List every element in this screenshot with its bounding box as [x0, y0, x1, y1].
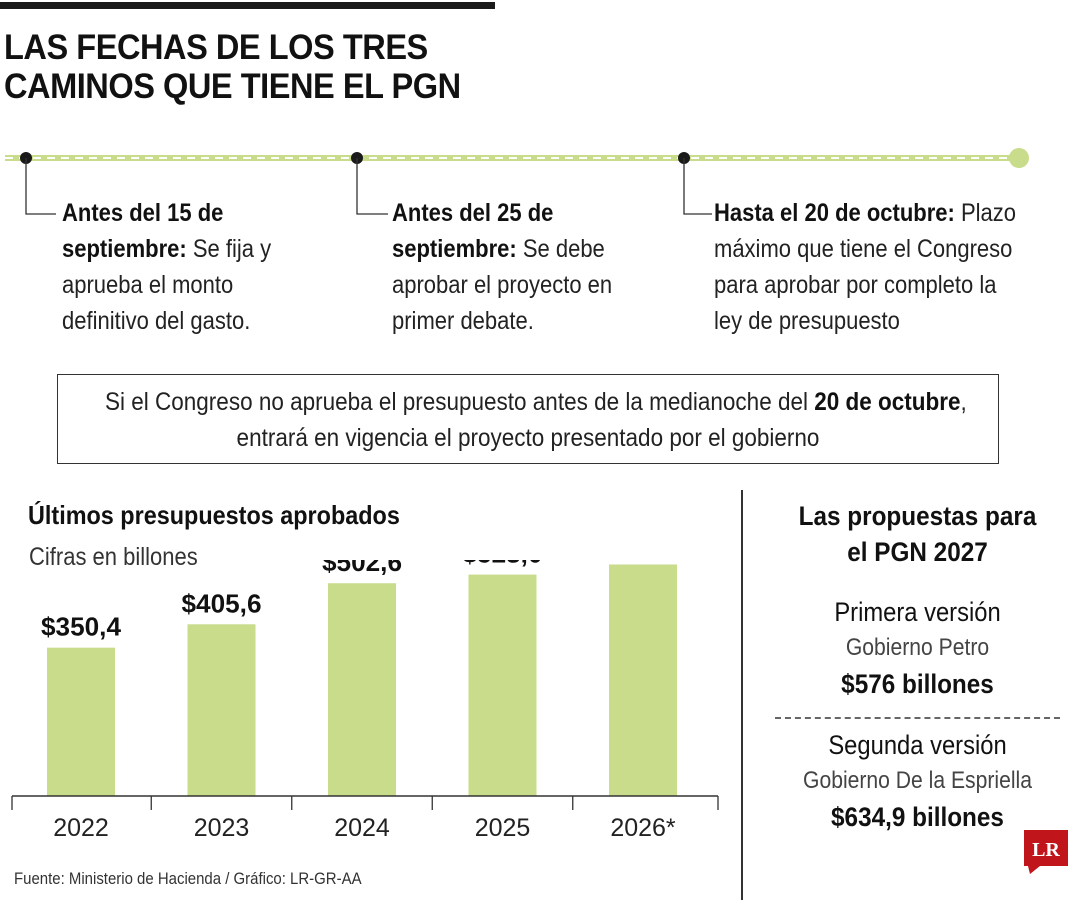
timeline-event-1: Antes del 15 de septiembre: Se fija y ap…: [62, 195, 286, 339]
bar-2022: [47, 647, 115, 796]
timeline-connector-3: [683, 158, 712, 215]
bar-2025: [468, 574, 537, 796]
timeline-event-2-date: Antes del 25 de septiembre:: [392, 199, 554, 263]
bar-2026*: [609, 564, 677, 796]
proposal-second-amount: $634,9 billones: [831, 802, 1004, 832]
source-note: Fuente: Ministerio de Hacienda / Gráfico…: [14, 869, 362, 888]
timeline-end-dot: [1009, 148, 1029, 168]
proposals-title-line-2: el PGN 2027: [847, 537, 988, 567]
bar-2023: [187, 624, 256, 796]
bar-value-label: $350,4: [41, 612, 122, 642]
x-axis-label: 2025: [475, 814, 531, 842]
timeline-event-2: Antes del 25 de septiembre: Se debe apro…: [392, 195, 621, 339]
note-line-2: entrará en vigencia el proyecto presenta…: [236, 424, 820, 452]
chart-subtitle: Cifras en billones: [29, 543, 198, 571]
timeline-connector-2: [356, 158, 388, 215]
proposal-first-amount: $576 billones: [841, 669, 994, 699]
note-box: Si el Congreso no aprueba el presupuesto…: [57, 374, 999, 464]
lr-logo-text: LR: [1032, 839, 1060, 861]
bar-value-label: $502,6: [322, 560, 402, 577]
chart-title: Últimos presupuestos aprobados: [28, 500, 400, 530]
headline: LAS FECHAS DE LOS TRES CAMINOS QUE TIENE…: [4, 28, 704, 106]
timeline: [5, 148, 1029, 215]
top-rule: [0, 2, 495, 9]
lr-logo: LR: [1024, 830, 1068, 874]
timeline-event-3-text: Plazo máximo que tiene el Congreso para …: [714, 199, 1017, 335]
x-axis-label: 2022: [53, 814, 109, 842]
proposal-second: Segunda versión Gobierno De la Espriella…: [755, 727, 1080, 836]
timeline-event-1-text: Se fija y aprueba el monto definitivo de…: [62, 235, 272, 335]
vertical-divider: [741, 490, 743, 900]
note-deadline: 20 de octubre: [814, 388, 961, 416]
x-axis-label: 2026*: [610, 814, 676, 842]
timeline-event-1-date: Antes del 15 de septiembre:: [62, 199, 224, 263]
proposals-title-line-1: Las propuestas para: [798, 501, 1037, 531]
lr-logo-tail: [1028, 866, 1040, 874]
bar-value-label: $523,0: [463, 560, 543, 569]
lr-logo-background: [1024, 830, 1068, 866]
proposal-second-government: Gobierno De la Espriella: [803, 767, 1032, 794]
proposal-first-name: Primera versión: [834, 597, 1001, 627]
bar-2024: [328, 583, 396, 796]
headline-line-1: LAS FECHAS DE LOS TRES: [4, 28, 428, 67]
note-line-1-pre: Si el Congreso no aprueba el presupuesto…: [105, 388, 815, 416]
proposal-first-government: Gobierno Petro: [845, 634, 990, 661]
timeline-event-3-date: Hasta el 20 de octubre:: [714, 199, 955, 227]
proposals-panel: Las propuestas para el PGN 2027 Primera …: [755, 498, 1080, 836]
proposals-dashed-divider: [775, 717, 1060, 719]
timeline-event-3: Hasta el 20 de octubre: Plazo máximo que…: [714, 195, 1026, 339]
timeline-event-2-text: Se debe aprobar el proyecto en primer de…: [392, 235, 613, 335]
x-axis-label: 2024: [334, 814, 390, 842]
proposal-second-name: Segunda versión: [828, 730, 1007, 760]
timeline-connector-1: [25, 158, 56, 215]
bar-chart: $350,4 2022 $405,6 2023 $502,6 2024 $523,0 2025…: [11, 560, 719, 842]
bar-value-label: $405,6: [182, 588, 262, 618]
x-axis-label: 2023: [194, 814, 250, 842]
proposal-first: Primera versión Gobierno Petro $576 bill…: [755, 594, 1080, 703]
headline-line-2: CAMINOS QUE TIENE EL PGN: [4, 67, 461, 106]
note-line-1-post: ,: [960, 388, 967, 416]
note-line-1: Si el Congreso no aprueba el presupuesto…: [105, 384, 967, 420]
